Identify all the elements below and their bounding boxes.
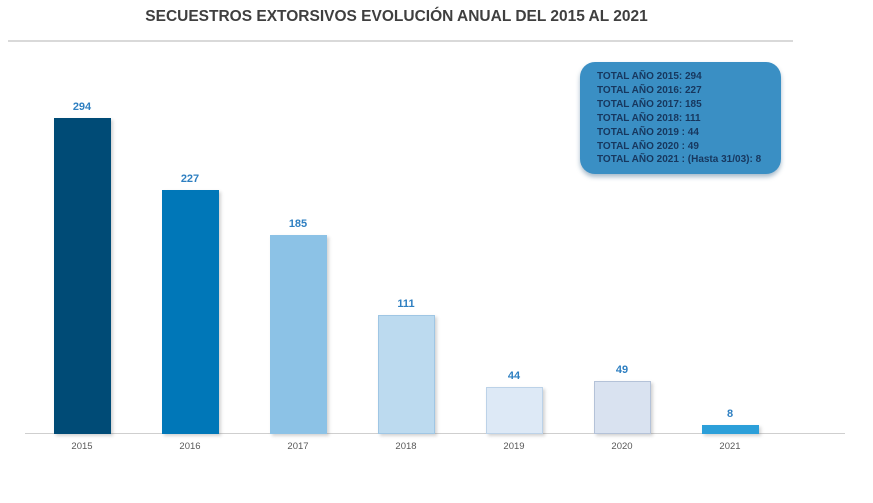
totals-line: TOTAL AÑO 2019 : 44 (597, 126, 699, 138)
totals-line: TOTAL AÑO 2017: 185 (597, 98, 702, 110)
totals-line: TOTAL AÑO 2020 : 49 (597, 140, 699, 152)
bar-value-label: 111 (397, 298, 415, 310)
bar-value-label: 8 (726, 408, 734, 420)
totals-summary-box: TOTAL AÑO 2015: 294 TOTAL AÑO 2016: 227 TO… (580, 62, 781, 174)
x-axis-tick-label: 2021 (719, 441, 741, 452)
x-axis-tick-label: 2020 (611, 441, 633, 452)
bar-2020 (593, 381, 651, 434)
x-axis-tick-label: 2018 (395, 441, 417, 452)
bar-2019 (485, 387, 543, 434)
bar-value-label: 44 (507, 370, 521, 382)
bar-group-2017: 185 2017 (269, 0, 327, 470)
totals-line: TOTAL AÑO 2016: 227 (597, 84, 702, 96)
bar-2017 (269, 235, 327, 434)
bar-group-2015: 294 2015 (53, 0, 111, 470)
bar-group-2021: 8 2021 (701, 0, 759, 470)
x-axis-tick-label: 2019 (503, 441, 525, 452)
bar-group-2018: 111 2018 (377, 0, 435, 470)
plot-area: 294 2015 227 2016 185 2017 111 2018 44 2019 49 2020… (25, 0, 845, 470)
title-divider (8, 40, 793, 42)
bar-value-label: 227 (180, 173, 200, 185)
totals-line: TOTAL AÑO 2018: 111 (597, 112, 701, 124)
bar-2021 (701, 425, 759, 434)
x-axis-tick-label: 2016 (179, 441, 201, 452)
bar-value-label: 185 (288, 218, 308, 230)
x-axis-line (25, 433, 845, 434)
bar-group-2016: 227 2016 (161, 0, 219, 470)
totals-line: TOTAL AÑO 2021 : (Hasta 31/03): 8 (597, 154, 762, 166)
x-axis-tick-label: 2015 (71, 441, 93, 452)
x-axis-tick-label: 2017 (287, 441, 309, 452)
totals-line: TOTAL AÑO 2015: 294 (597, 71, 702, 82)
bar-2018 (377, 315, 435, 434)
page-title: SECUESTROS EXTORSIVOS EVOLUCIÓN ANUAL DE… (145, 8, 648, 25)
bar-2016 (161, 190, 219, 434)
bar-2015 (53, 118, 111, 434)
bar-value-label: 49 (615, 364, 629, 376)
bar-group-2019: 44 2019 (485, 0, 543, 470)
bar-value-label: 294 (72, 101, 92, 113)
bar-group-2020: 49 2020 (593, 0, 651, 470)
